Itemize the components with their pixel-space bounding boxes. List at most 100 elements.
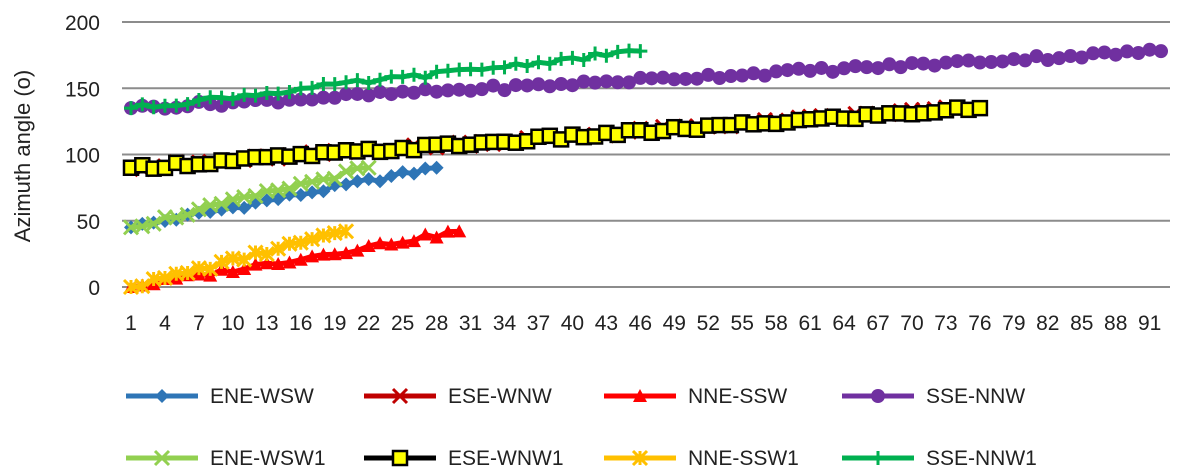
data-point <box>440 224 455 238</box>
data-point <box>1018 53 1033 68</box>
x-tick-label: 49 <box>663 312 686 335</box>
data-point <box>418 82 433 97</box>
data-point <box>361 88 376 103</box>
data-point <box>644 71 659 86</box>
data-point <box>406 67 421 82</box>
legend-entry: ESE-WNW <box>364 385 552 408</box>
x-tick-label: 40 <box>561 312 584 335</box>
data-point <box>258 245 275 263</box>
data-point <box>429 160 444 175</box>
data-point <box>259 256 274 270</box>
legend-marker <box>871 451 885 465</box>
data-point <box>395 84 410 99</box>
legend-label: ENE-WSW1 <box>210 447 326 470</box>
legend-label: NNE-SSW1 <box>688 447 799 470</box>
x-tick-label: 88 <box>1104 312 1127 335</box>
legend-label: SSE-NNW1 <box>926 447 1037 470</box>
data-point <box>327 247 342 261</box>
x-axis-ticks: 1 4 7 10 13 16 19 22 25 28 31 34 37 40 43 46 49 52 55 58 61 6… <box>125 312 1161 335</box>
legend-marker <box>153 449 171 467</box>
data-point <box>361 172 376 187</box>
data-point <box>723 69 738 84</box>
data-point <box>406 85 421 100</box>
data-point <box>1063 49 1078 64</box>
data-point <box>191 93 206 108</box>
data-point <box>508 56 523 71</box>
data-point <box>282 84 297 99</box>
data-point <box>938 55 953 70</box>
data-point <box>520 58 535 73</box>
data-point <box>292 234 309 251</box>
data-point <box>1029 49 1044 64</box>
data-point <box>554 77 569 92</box>
series-nne-ssw <box>124 224 467 293</box>
data-point <box>316 90 331 105</box>
data-point <box>893 60 908 75</box>
data-point <box>406 234 421 248</box>
data-point <box>373 236 388 250</box>
data-point <box>825 64 840 79</box>
data-point <box>236 251 253 268</box>
data-point <box>1131 46 1146 61</box>
legend-marker <box>631 449 649 467</box>
data-point <box>904 56 919 71</box>
data-point <box>486 78 501 93</box>
data-point <box>293 92 308 107</box>
legend-entry: ENE-WSW1 <box>126 447 326 470</box>
y-tick-label: 150 <box>65 78 100 101</box>
data-point <box>179 206 196 223</box>
data-point <box>225 265 240 279</box>
data-point <box>927 58 942 73</box>
data-point <box>168 209 185 226</box>
series-group <box>122 42 1168 296</box>
data-point <box>214 98 229 113</box>
data-point <box>803 63 818 78</box>
data-point <box>213 195 230 212</box>
data-point <box>1097 45 1112 60</box>
data-point <box>339 177 354 192</box>
data-point <box>599 48 614 63</box>
data-point <box>1142 42 1157 57</box>
x-tick-label: 79 <box>1002 312 1025 335</box>
data-point <box>746 66 761 81</box>
legend-label: ESE-WNW1 <box>448 447 564 470</box>
data-point <box>248 88 263 103</box>
data-point <box>135 97 150 112</box>
data-point <box>339 87 354 102</box>
data-point <box>859 60 874 75</box>
data-point <box>565 78 580 93</box>
data-point <box>622 75 637 90</box>
data-point <box>406 166 421 181</box>
data-point <box>339 246 354 260</box>
x-tick-label: 52 <box>697 312 720 335</box>
data-point <box>373 72 388 87</box>
data-point <box>248 257 263 271</box>
data-point <box>610 75 625 90</box>
data-point <box>633 70 648 85</box>
data-point <box>271 256 286 270</box>
data-point <box>769 64 784 79</box>
data-point <box>213 253 230 270</box>
legend: ENE-WSW ESE-WNW NNE-SSW SSE-NNW ENE-WSW1 ESE-… <box>126 385 1037 470</box>
y-axis-ticks: 0 50 100 150 200 <box>65 12 100 300</box>
data-point <box>871 61 886 76</box>
data-point <box>474 82 489 97</box>
data-point <box>214 262 229 276</box>
data-point <box>271 86 286 101</box>
data-point <box>576 74 591 89</box>
legend-marker <box>391 387 409 405</box>
y-tick-label: 0 <box>88 277 100 300</box>
x-tick-label: 70 <box>900 312 923 335</box>
data-point <box>259 193 274 208</box>
data-point <box>361 239 376 253</box>
y-axis-label: Azimuth angle (o) <box>10 70 35 242</box>
data-point <box>305 80 320 95</box>
data-point <box>316 247 331 261</box>
data-point <box>134 278 151 295</box>
y-tick-label: 100 <box>65 145 100 168</box>
data-point <box>972 55 987 70</box>
legend-label: ESE-WNW <box>448 385 552 408</box>
data-point <box>882 57 897 72</box>
series-sse-nnw1 <box>124 43 648 116</box>
